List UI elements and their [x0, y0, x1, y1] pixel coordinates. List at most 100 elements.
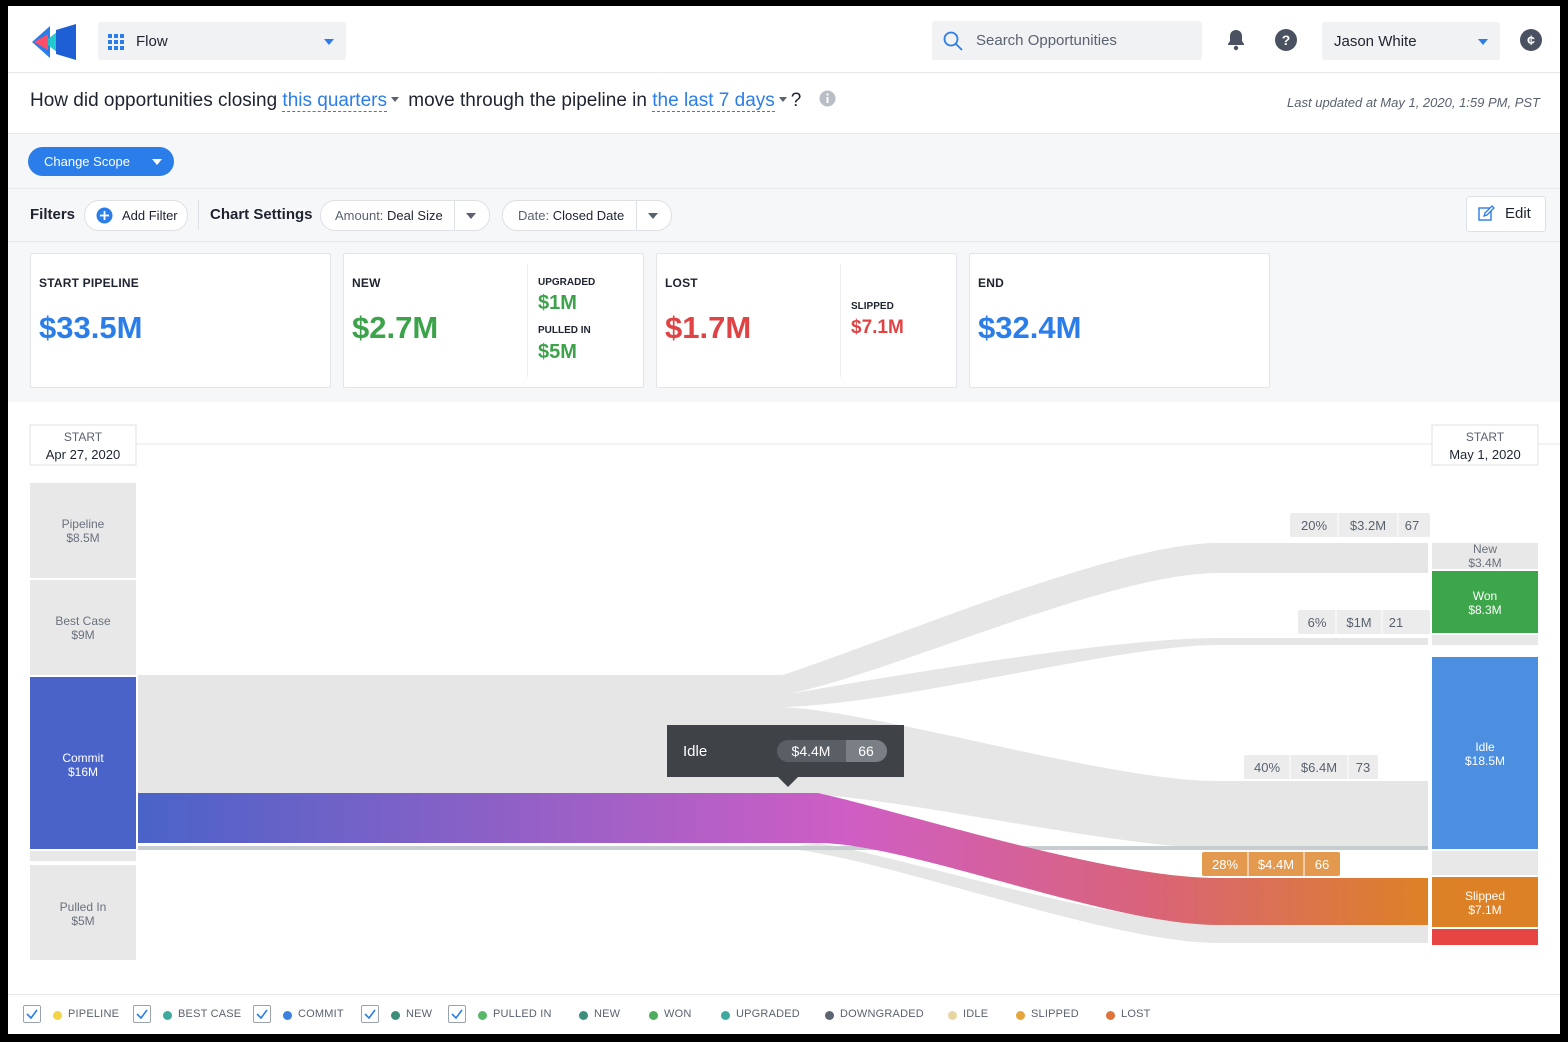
legend-item[interactable]: IDLE [963, 1008, 989, 1020]
change-scope-button[interactable]: Change Scope [28, 147, 174, 176]
node-value: $8.5M [66, 531, 99, 545]
user-name: Jason White [1334, 33, 1417, 50]
filters-label: Filters [30, 206, 76, 223]
info-icon[interactable] [819, 90, 836, 107]
node-slipped[interactable] [1432, 877, 1538, 927]
flow-band [138, 543, 1428, 695]
node-name: Pulled In [60, 900, 107, 914]
flow-count: 66 [1315, 857, 1329, 872]
amount-label: Amount: [335, 208, 384, 223]
legend-swatch [721, 1011, 730, 1020]
node-won[interactable] [1432, 571, 1538, 633]
check-icon [136, 1009, 148, 1020]
question-prefix: How did opportunities closing [30, 90, 278, 111]
period-selector[interactable]: this quarters [282, 90, 387, 112]
currency-icon[interactable]: ¢ [1519, 28, 1543, 52]
legend-item[interactable]: SLIPPED [1031, 1008, 1079, 1020]
flow-label-won: 6% $1M 21 [1298, 610, 1430, 634]
legend-item[interactable]: UPGRADED [736, 1008, 800, 1020]
node-pulled-in[interactable] [30, 865, 136, 960]
app-switcher-label: Flow [136, 33, 168, 50]
legend-item[interactable]: NEW [594, 1008, 621, 1020]
plus-icon [96, 207, 113, 224]
flow-count: 73 [1356, 760, 1370, 775]
pipeline-question: How did opportunities closing this quart… [30, 90, 836, 112]
legend-checkbox[interactable] [361, 1005, 379, 1023]
last-updated-label: Last updated at [1287, 95, 1377, 110]
legend-item: PULLED IN [493, 1008, 552, 1020]
card-value: $1.7M [665, 310, 752, 345]
app-switcher[interactable]: Flow [98, 22, 346, 60]
date-setting: Date: Closed Date [518, 208, 624, 223]
date-setting-dropdown[interactable]: Date: Closed Date [502, 200, 672, 231]
flow-band [138, 675, 783, 793]
node-name: New [1473, 542, 1497, 556]
legend-item[interactable]: LOST [1121, 1008, 1151, 1020]
question-middle: move through the pipeline in [408, 90, 647, 111]
card-value: $2.7M [352, 310, 439, 345]
legend-swatch [579, 1011, 588, 1020]
legend-item: BEST CASE [178, 1008, 242, 1020]
card-title: START PIPELINE [39, 276, 139, 290]
search-icon [943, 31, 963, 51]
flow-count: 67 [1405, 518, 1419, 533]
node-lost[interactable] [1432, 929, 1538, 945]
card-title: NEW [352, 276, 381, 290]
divider [636, 201, 637, 230]
chevron-down-icon [778, 96, 787, 102]
help-icon[interactable]: ? [1274, 28, 1298, 52]
flow-pct: 40% [1254, 760, 1280, 775]
legend-checkbox[interactable] [133, 1005, 151, 1023]
legend-item[interactable]: DOWNGRADED [840, 1008, 924, 1020]
legend-checkbox[interactable] [448, 1005, 466, 1023]
node-commit[interactable] [30, 677, 136, 849]
add-filter-button[interactable]: Add Filter [84, 200, 188, 231]
legend-swatch [948, 1011, 957, 1020]
divider [527, 264, 528, 377]
legend-item[interactable]: WON [664, 1008, 692, 1020]
flow-band [783, 843, 1428, 943]
card-value: $33.5M [39, 310, 143, 345]
app-logo[interactable] [30, 22, 78, 62]
window-selector[interactable]: the last 7 days [652, 90, 775, 112]
chevron-down-icon [466, 213, 476, 219]
last-updated: Last updated at May 1, 2020, 1:59 PM, PS… [1287, 95, 1540, 110]
amount-setting: Amount: Deal Size [335, 208, 443, 223]
upgraded-value: $1M [538, 292, 577, 314]
chart-legend: PIPELINE BEST CASE COMMIT NEW PULLED IN … [8, 994, 1560, 1034]
legend-item: PIPELINE [68, 1008, 120, 1020]
edit-icon [1478, 205, 1495, 221]
pulled-in-title: PULLED IN [538, 325, 591, 336]
node-pipeline[interactable] [30, 483, 136, 578]
change-scope-label: Change Scope [44, 154, 131, 169]
question-bar: How did opportunities closing this quart… [8, 73, 1560, 134]
pulled-in-value: $5M [538, 341, 577, 363]
legend-swatch [163, 1011, 172, 1020]
edit-button[interactable]: Edit [1466, 196, 1546, 232]
flow-count: 21 [1389, 615, 1403, 630]
user-menu[interactable]: Jason White [1322, 22, 1500, 60]
legend-swatch [53, 1011, 62, 1020]
node-value: $9M [71, 628, 94, 642]
legend-checkbox[interactable] [253, 1005, 271, 1023]
add-filter-label: Add Filter [122, 208, 178, 223]
highlighted-flow[interactable] [138, 793, 1428, 925]
tooltip-amount: $4.4M [792, 743, 831, 759]
legend-item: NEW [406, 1008, 433, 1020]
new-card: NEW $2.7M UPGRADED $1M PULLED IN $5M [343, 253, 644, 388]
search-input[interactable]: Search Opportunities [932, 21, 1202, 60]
node-new[interactable] [1432, 543, 1538, 569]
flow-amount: $1M [1346, 615, 1371, 630]
chevron-down-icon [324, 39, 334, 45]
node-best-case[interactable] [30, 580, 136, 675]
bell-icon[interactable] [1224, 28, 1248, 52]
flow-band [783, 638, 1428, 707]
legend-checkbox[interactable] [23, 1005, 41, 1023]
node-name: Idle [1475, 740, 1495, 754]
node-value: $7.1M [1468, 903, 1501, 917]
card-title: LOST [665, 276, 698, 290]
check-icon [256, 1009, 268, 1020]
amount-setting-dropdown[interactable]: Amount: Deal Size [320, 200, 490, 231]
flow-band [783, 707, 1428, 848]
node-idle[interactable] [1432, 657, 1538, 849]
